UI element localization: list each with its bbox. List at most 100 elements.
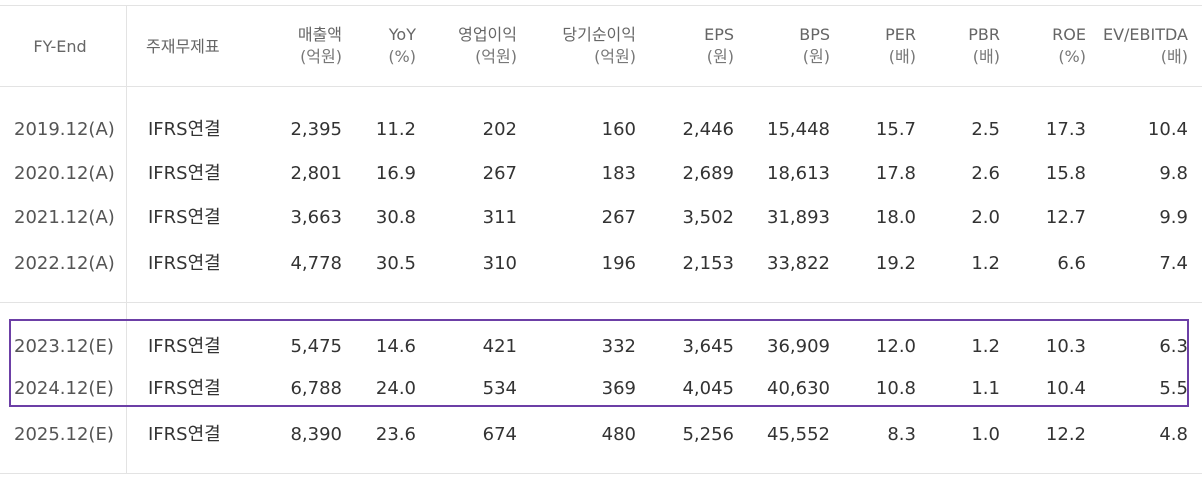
cell-eps: 2,446 <box>682 119 734 140</box>
cell-roe: 10.4 <box>1045 378 1086 399</box>
header-yoy: YoY (%) <box>356 24 416 68</box>
cell-roe: 15.8 <box>1045 163 1086 184</box>
cell-per: 10.8 <box>875 378 916 399</box>
header-pbr: PBR (배) <box>930 24 1000 68</box>
cell-net-income: 267 <box>601 207 636 228</box>
cell-basis: IFRS연결 <box>148 378 221 399</box>
cell-yoy: 14.6 <box>375 336 416 357</box>
cell-per: 17.8 <box>875 163 916 184</box>
cell-net-income: 332 <box>601 336 636 357</box>
cell-pbr: 2.6 <box>971 163 1000 184</box>
cell-ev-ebitda: 7.4 <box>1159 253 1188 274</box>
header-net-income-unit: (억원) <box>594 47 636 66</box>
cell-net-income: 183 <box>601 163 636 184</box>
cell-per: 15.7 <box>875 119 916 140</box>
cell-pbr: 1.1 <box>971 378 1000 399</box>
cell-basis: IFRS연결 <box>148 424 221 445</box>
table-top-border <box>0 5 1202 6</box>
actual-section-bottom-border <box>0 302 1202 303</box>
cell-net-income: 369 <box>601 378 636 399</box>
cell-eps: 3,645 <box>682 336 734 357</box>
table-bottom-border <box>0 473 1202 474</box>
header-bps-label: BPS <box>799 25 830 44</box>
cell-pbr: 2.0 <box>971 207 1000 228</box>
cell-roe: 12.2 <box>1045 424 1086 445</box>
cell-ev-ebitda: 10.4 <box>1147 119 1188 140</box>
cell-op-income: 534 <box>482 378 517 399</box>
header-eps-label: EPS <box>704 25 734 44</box>
cell-basis: IFRS연결 <box>148 253 221 274</box>
cell-sales: 4,778 <box>290 253 342 274</box>
cell-basis: IFRS연결 <box>148 163 221 184</box>
header-pbr-unit: (배) <box>972 47 1000 66</box>
header-per-label: PER <box>885 25 916 44</box>
header-sales-label: 매출액 <box>297 25 342 44</box>
cell-op-income: 310 <box>482 253 517 274</box>
header-net-income-label: 당기순이익 <box>562 25 636 44</box>
cell-ev-ebitda: 4.8 <box>1159 424 1188 445</box>
header-op-income-unit: (억원) <box>475 47 517 66</box>
cell-per: 8.3 <box>887 424 916 445</box>
header-bottom-border <box>0 86 1202 87</box>
cell-bps: 33,822 <box>767 253 830 274</box>
cell-per: 18.0 <box>875 207 916 228</box>
cell-bps: 31,893 <box>767 207 830 228</box>
cell-yoy: 30.5 <box>375 253 416 274</box>
cell-op-income: 311 <box>482 207 517 228</box>
cell-eps: 3,502 <box>682 207 734 228</box>
header-eps-unit: (원) <box>706 47 734 66</box>
cell-sales: 2,395 <box>290 119 342 140</box>
cell-roe: 6.6 <box>1057 253 1086 274</box>
cell-net-income: 480 <box>601 424 636 445</box>
cell-fy-end: 2021.12(A) <box>14 207 115 228</box>
cell-per: 19.2 <box>875 253 916 274</box>
cell-bps: 45,552 <box>767 424 830 445</box>
column-divider <box>126 5 127 473</box>
cell-eps: 2,153 <box>682 253 734 274</box>
header-roe: ROE (%) <box>1016 24 1086 68</box>
cell-fy-end: 2020.12(A) <box>14 163 115 184</box>
cell-op-income: 421 <box>482 336 517 357</box>
cell-yoy: 23.6 <box>375 424 416 445</box>
cell-ev-ebitda: 6.3 <box>1159 336 1188 357</box>
header-pbr-label: PBR <box>968 25 1000 44</box>
cell-bps: 40,630 <box>767 378 830 399</box>
cell-fy-end: 2025.12(E) <box>14 424 114 445</box>
cell-sales: 5,475 <box>290 336 342 357</box>
header-per: PER (배) <box>846 24 916 68</box>
cell-eps: 2,689 <box>682 163 734 184</box>
cell-eps: 5,256 <box>682 424 734 445</box>
header-eps: EPS (원) <box>660 24 734 68</box>
cell-sales: 3,663 <box>290 207 342 228</box>
cell-basis: IFRS연결 <box>148 119 221 140</box>
cell-sales: 8,390 <box>290 424 342 445</box>
cell-bps: 18,613 <box>767 163 830 184</box>
cell-eps: 4,045 <box>682 378 734 399</box>
cell-bps: 36,909 <box>767 336 830 357</box>
header-roe-unit: (%) <box>1058 47 1086 66</box>
cell-sales: 2,801 <box>290 163 342 184</box>
header-net-income: 당기순이익 (억원) <box>520 24 636 68</box>
header-basis-label: 주재무제표 <box>146 37 220 56</box>
cell-op-income: 202 <box>482 119 517 140</box>
cell-bps: 15,448 <box>767 119 830 140</box>
header-sales: 매출액 (억원) <box>246 24 342 68</box>
cell-fy-end: 2022.12(A) <box>14 253 115 274</box>
cell-per: 12.0 <box>875 336 916 357</box>
cell-pbr: 1.2 <box>971 336 1000 357</box>
header-sales-unit: (억원) <box>300 47 342 66</box>
cell-ev-ebitda: 5.5 <box>1159 378 1188 399</box>
cell-sales: 6,788 <box>290 378 342 399</box>
header-fy-end-label: FY-End <box>33 37 87 56</box>
header-per-unit: (배) <box>888 47 916 66</box>
cell-ev-ebitda: 9.8 <box>1159 163 1188 184</box>
header-basis: 주재무제표 <box>146 36 256 58</box>
cell-basis: IFRS연결 <box>148 336 221 357</box>
cell-fy-end: 2019.12(A) <box>14 119 115 140</box>
header-bps: BPS (원) <box>756 24 830 68</box>
cell-op-income: 674 <box>482 424 517 445</box>
header-yoy-unit: (%) <box>388 47 416 66</box>
header-ev-ebitda-unit: (배) <box>1160 47 1188 66</box>
cell-fy-end: 2023.12(E) <box>14 336 114 357</box>
cell-yoy: 24.0 <box>375 378 416 399</box>
